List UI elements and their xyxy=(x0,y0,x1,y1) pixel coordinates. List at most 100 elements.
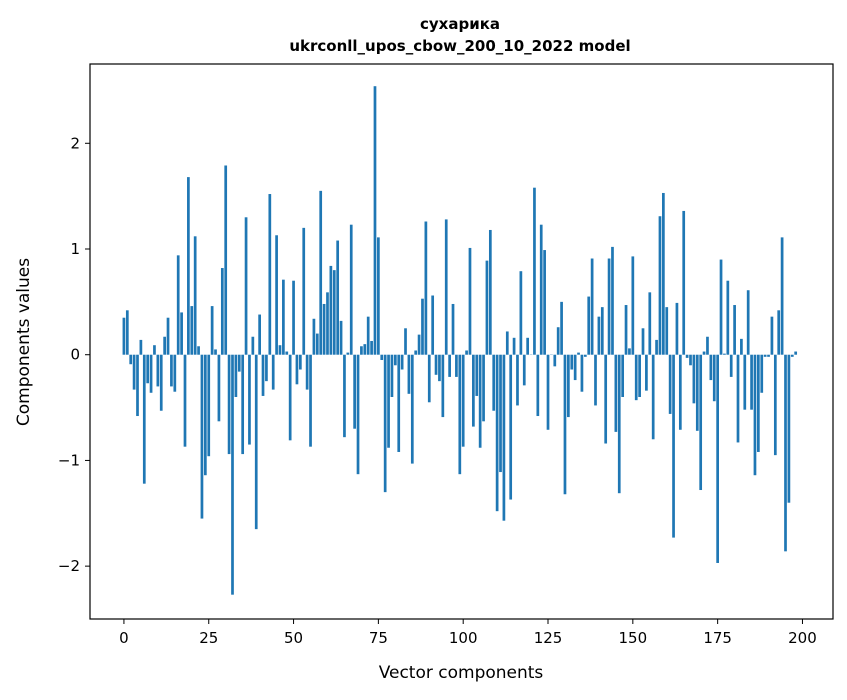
bar xyxy=(333,270,336,355)
bar xyxy=(143,355,146,484)
bar xyxy=(197,346,200,354)
y-tick-label: −2 xyxy=(58,557,80,575)
bar xyxy=(218,355,221,422)
bar xyxy=(716,355,719,563)
bar xyxy=(699,355,702,490)
bar xyxy=(608,259,611,355)
y-axis-label: Components values xyxy=(14,258,34,426)
bar xyxy=(682,211,685,355)
bar xyxy=(672,355,675,538)
y-tick-label: 0 xyxy=(70,346,80,364)
bar xyxy=(794,352,797,355)
bar xyxy=(689,355,692,366)
bar xyxy=(245,217,248,354)
bar xyxy=(645,355,648,391)
bar xyxy=(228,355,231,454)
bar xyxy=(374,86,377,355)
bar xyxy=(665,307,668,355)
bar xyxy=(774,355,777,455)
bar xyxy=(625,305,628,355)
bar xyxy=(262,355,265,396)
bar xyxy=(190,306,193,355)
y-tick-label: 1 xyxy=(70,240,80,258)
bar xyxy=(404,328,407,354)
bar xyxy=(740,339,743,355)
bar xyxy=(384,355,387,492)
bar xyxy=(170,355,173,387)
bar xyxy=(282,280,285,355)
bar xyxy=(377,237,380,354)
bar xyxy=(448,355,451,377)
bar xyxy=(238,355,241,372)
bar xyxy=(302,228,305,355)
bar xyxy=(207,355,210,456)
bar xyxy=(408,355,411,394)
bar xyxy=(343,355,346,437)
bar xyxy=(187,177,190,355)
bar xyxy=(472,355,475,427)
bar xyxy=(414,350,417,354)
bar xyxy=(475,355,478,396)
bar xyxy=(676,303,679,355)
bar xyxy=(750,355,753,410)
bar xyxy=(360,346,363,354)
bar xyxy=(204,355,207,476)
x-tick-label: 25 xyxy=(199,629,218,647)
bar xyxy=(180,312,183,354)
bar xyxy=(669,355,672,414)
x-tick-label: 100 xyxy=(449,629,478,647)
bar xyxy=(241,355,244,454)
bar xyxy=(652,355,655,440)
bar xyxy=(428,355,431,403)
bar xyxy=(279,345,282,355)
bar xyxy=(659,216,662,354)
bar xyxy=(441,355,444,417)
bar xyxy=(346,353,349,355)
bar xyxy=(330,266,333,355)
bar xyxy=(503,355,506,521)
bar xyxy=(560,302,563,355)
bar xyxy=(401,355,404,370)
bar xyxy=(743,355,746,410)
bar xyxy=(292,281,295,355)
bar xyxy=(136,355,139,416)
chart-title-line2: ukrconll_upos_cbow_200_10_2022 model xyxy=(289,37,630,55)
bar xyxy=(482,355,485,422)
bar xyxy=(513,338,516,355)
bar xyxy=(289,355,292,441)
bar xyxy=(516,355,519,406)
bar xyxy=(662,193,665,355)
bar xyxy=(486,261,489,355)
bar xyxy=(581,355,584,392)
bar xyxy=(163,337,166,355)
bar xyxy=(431,296,434,355)
bar xyxy=(394,355,397,366)
bar xyxy=(231,355,234,595)
bar xyxy=(357,355,360,474)
bar xyxy=(635,355,638,400)
bar xyxy=(615,355,618,432)
bar xyxy=(642,328,645,354)
bar xyxy=(177,255,180,354)
x-tick-label: 200 xyxy=(788,629,817,647)
bar xyxy=(126,310,129,354)
bar xyxy=(285,352,288,355)
bar xyxy=(601,307,604,355)
bar xyxy=(520,271,523,355)
bar xyxy=(703,352,706,355)
bar xyxy=(411,355,414,464)
bar xyxy=(628,348,631,354)
bar xyxy=(536,355,539,416)
bar xyxy=(465,350,468,354)
bar xyxy=(173,355,176,392)
bar xyxy=(150,355,153,393)
bar xyxy=(184,355,187,447)
bar xyxy=(492,355,495,411)
bar xyxy=(713,355,716,402)
bar xyxy=(710,355,713,380)
bar xyxy=(523,355,526,386)
bar xyxy=(693,355,696,404)
bar xyxy=(754,355,757,476)
bar xyxy=(570,355,573,370)
bar xyxy=(160,355,163,411)
